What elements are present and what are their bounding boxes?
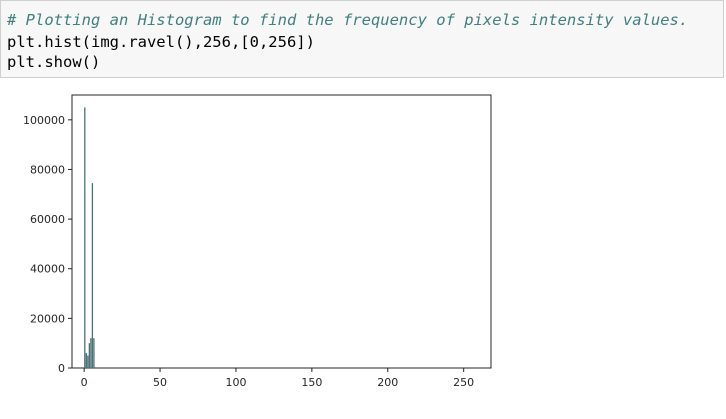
histogram-bar xyxy=(91,183,94,368)
x-axis-ticks: 0 50 100 150 200 250 xyxy=(81,368,474,389)
histogram-bar xyxy=(87,355,89,368)
y-tick-label: 40000 xyxy=(30,263,65,276)
y-axis-ticks: 0 20000 40000 60000 80000 100000 xyxy=(23,114,72,375)
x-tick-label: 200 xyxy=(377,376,398,389)
y-tick-label: 60000 xyxy=(30,213,65,226)
code-hist-call-text: plt.hist(img.ravel(),256,[0,256]) xyxy=(7,33,315,51)
plot-area xyxy=(71,94,492,369)
histogram-bar xyxy=(93,338,95,368)
y-tick-label: 20000 xyxy=(30,312,65,325)
x-tick-label: 150 xyxy=(301,376,322,389)
x-tick-label: 100 xyxy=(225,376,246,389)
x-tick-label: 0 xyxy=(81,376,88,389)
code-line-hist-call: plt.hist(img.ravel(),256,[0,256]) xyxy=(7,32,315,52)
code-comment-line: # Plotting an Histogram to find the freq… xyxy=(7,11,689,29)
histogram-bar xyxy=(88,343,91,368)
histogram-chart: 0 50 100 150 200 250 0 20000 40000 60000 80000 100… xyxy=(23,94,492,389)
histogram-bars xyxy=(84,107,95,368)
y-tick-label: 80000 xyxy=(30,163,65,176)
x-tick-label: 250 xyxy=(453,376,474,389)
histogram-bar xyxy=(84,107,86,368)
x-tick-label: 50 xyxy=(153,376,167,389)
y-tick-label: 100000 xyxy=(23,114,65,127)
code-line-show-call: plt.show() xyxy=(7,53,101,71)
histogram-bar xyxy=(90,338,92,368)
y-tick-label: 0 xyxy=(58,362,65,375)
histogram-bar xyxy=(85,353,87,368)
code-cell[interactable]: # Plotting an Histogram to find the freq… xyxy=(0,0,724,78)
